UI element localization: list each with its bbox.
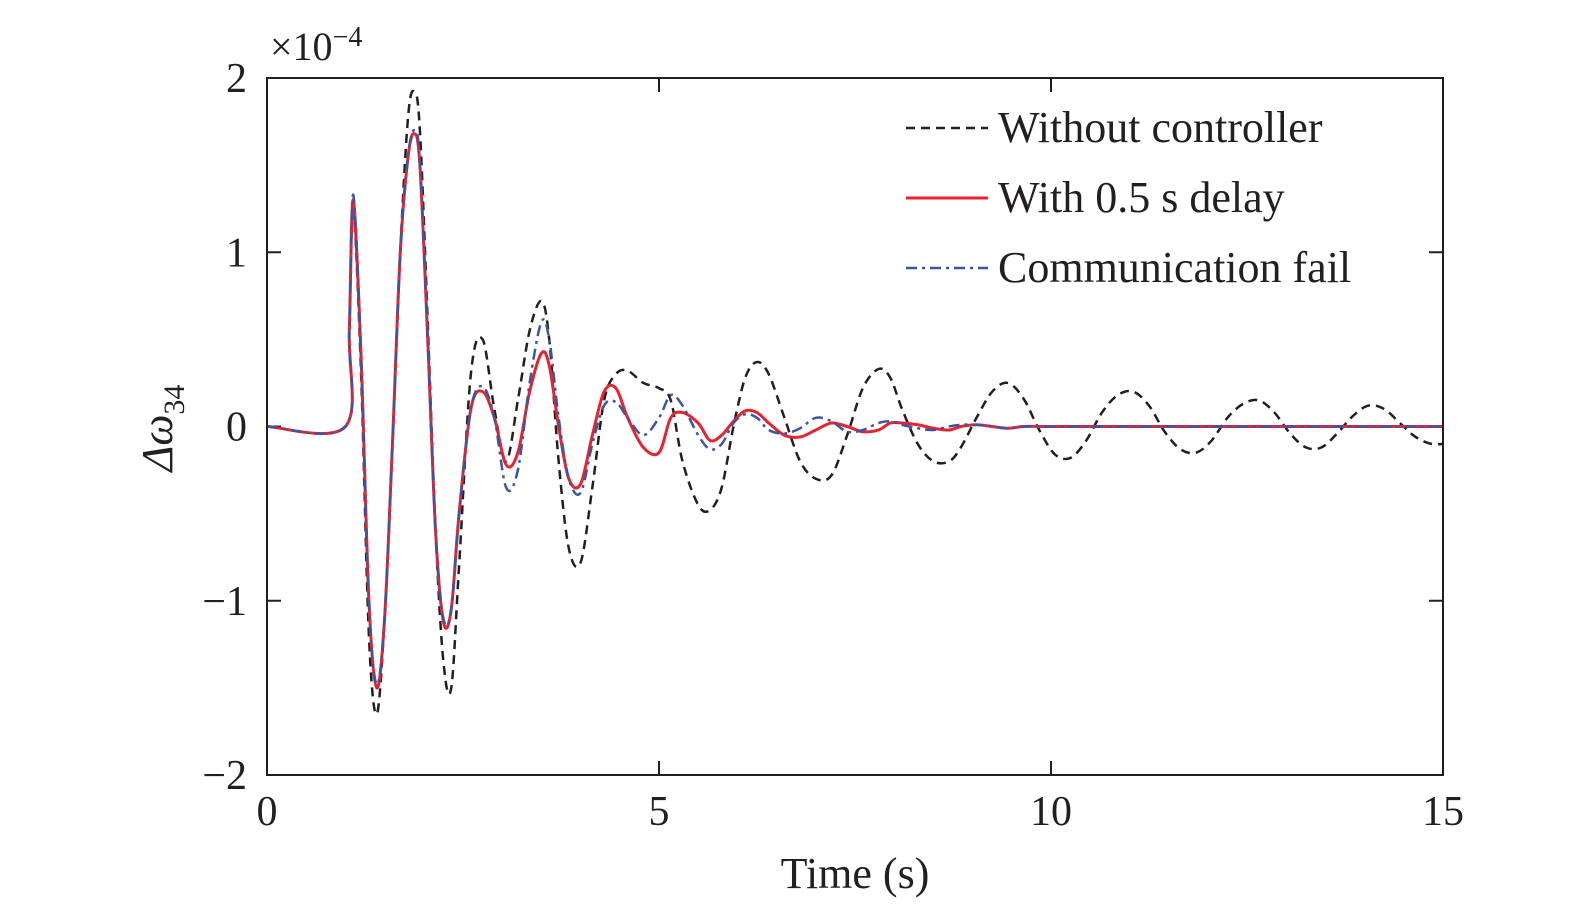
x-tick-label: 15 [1422,789,1464,835]
y-axis-label: Δω34 [133,385,191,474]
y-tick-label: −2 [202,753,247,799]
x-tick-label: 5 [649,789,670,835]
legend-label: Without controller [998,103,1323,152]
legend: Without controller With 0.5 s delay Commun… [906,103,1351,292]
y-tick-label: 2 [226,56,247,102]
legend-label: Communication fail [998,243,1351,292]
legend-label: With 0.5 s delay [998,173,1285,222]
x-axis-label: Time (s) [781,849,930,898]
series-line-communication-fail [266,129,1443,686]
axes: 0 5 10 15 −2 −1 0 1 2 [202,56,1464,835]
y-tick-label: −1 [202,579,247,625]
y-tick-label: 0 [226,405,247,451]
series-group [266,89,1444,716]
x-tick-label: 0 [257,789,278,835]
x-tick-label: 10 [1030,789,1072,835]
series-line-without-controller [266,89,1444,716]
y-exponent-label: ×10−4 [270,22,362,69]
y-tick-label: 1 [226,230,247,276]
plot-frame [266,77,1444,776]
